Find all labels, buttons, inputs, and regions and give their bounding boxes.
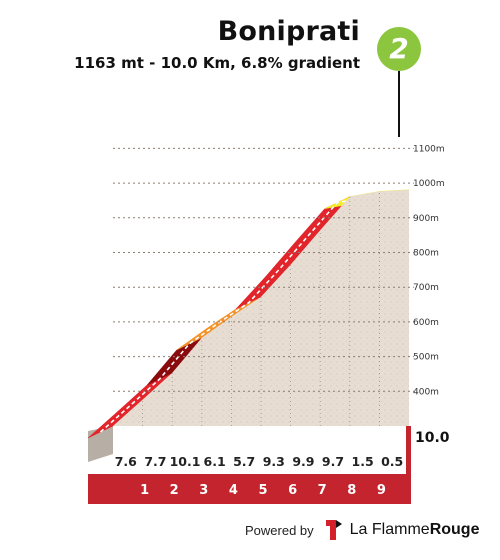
gradient-label-km-9: 1.5 — [352, 454, 374, 469]
km-tick-label-8: 8 — [347, 483, 356, 498]
footer: Powered by La FlammeRouge — [245, 518, 479, 542]
km-tick-label-5: 5 — [258, 483, 267, 498]
gradient-label-km-2: 7.7 — [144, 454, 166, 469]
profile-header: Boniprati 1163 mt - 10.0 Km, 6.8% gradie… — [74, 14, 360, 74]
climb-number-badge: 2 — [377, 27, 421, 71]
base-band-end — [406, 426, 411, 474]
km-tick-label-4: 4 — [229, 483, 238, 498]
brand-bold: Rouge — [429, 521, 480, 538]
summit-pin-line — [398, 71, 400, 137]
total-distance-label: 10.0 — [415, 430, 450, 446]
y-tick-label-1100: 1100m — [413, 144, 445, 154]
y-tick-label-900: 900m — [413, 214, 439, 224]
climb-subtitle: 1163 mt - 10.0 Km, 6.8% gradient — [74, 54, 360, 72]
km-tick-label-2: 2 — [170, 483, 179, 498]
km-tick-label-6: 6 — [288, 483, 297, 498]
gradient-label-km-10: 0.5 — [381, 454, 403, 469]
climb-profile-chart: 400m 500m 600m 700m 800m 900m 1000m 1100m 7.6 7.… — [87, 144, 450, 504]
brand-name: La FlammeRouge — [350, 521, 480, 539]
profile-center-dash — [99, 194, 397, 433]
brand-light: La Flamme — [349, 521, 430, 538]
gradient-label-km-4: 6.1 — [204, 454, 226, 469]
powered-by-label: Powered by — [245, 522, 314, 538]
km-tick-label-7: 7 — [318, 483, 327, 498]
climb-title: Boniprati — [217, 16, 360, 47]
gradient-label-km-3: 10.1 — [170, 454, 201, 469]
y-tick-label-1000: 1000m — [413, 179, 445, 189]
km-tick-label-3: 3 — [199, 483, 208, 498]
y-tick-label-400: 400m — [413, 387, 439, 397]
y-tick-label-600: 600m — [413, 318, 439, 328]
gradient-label-km-7: 9.9 — [292, 454, 314, 469]
gradient-label-km-8: 9.7 — [322, 454, 344, 469]
y-tick-label-800: 800m — [413, 249, 439, 259]
km-tick-label-1: 1 — [140, 483, 149, 498]
km-tick-label-9: 9 — [377, 483, 386, 498]
gradient-label-km-6: 9.3 — [263, 454, 285, 469]
base-band — [88, 474, 411, 504]
y-tick-label-700: 700m — [413, 283, 439, 293]
gradient-label-km-5: 5.7 — [233, 454, 255, 469]
profile-front-face — [113, 189, 409, 426]
gradient-label-km-1: 7.6 — [115, 454, 137, 469]
y-tick-label-500: 500m — [413, 353, 439, 363]
la-flamme-rouge-logo-icon — [325, 520, 342, 540]
